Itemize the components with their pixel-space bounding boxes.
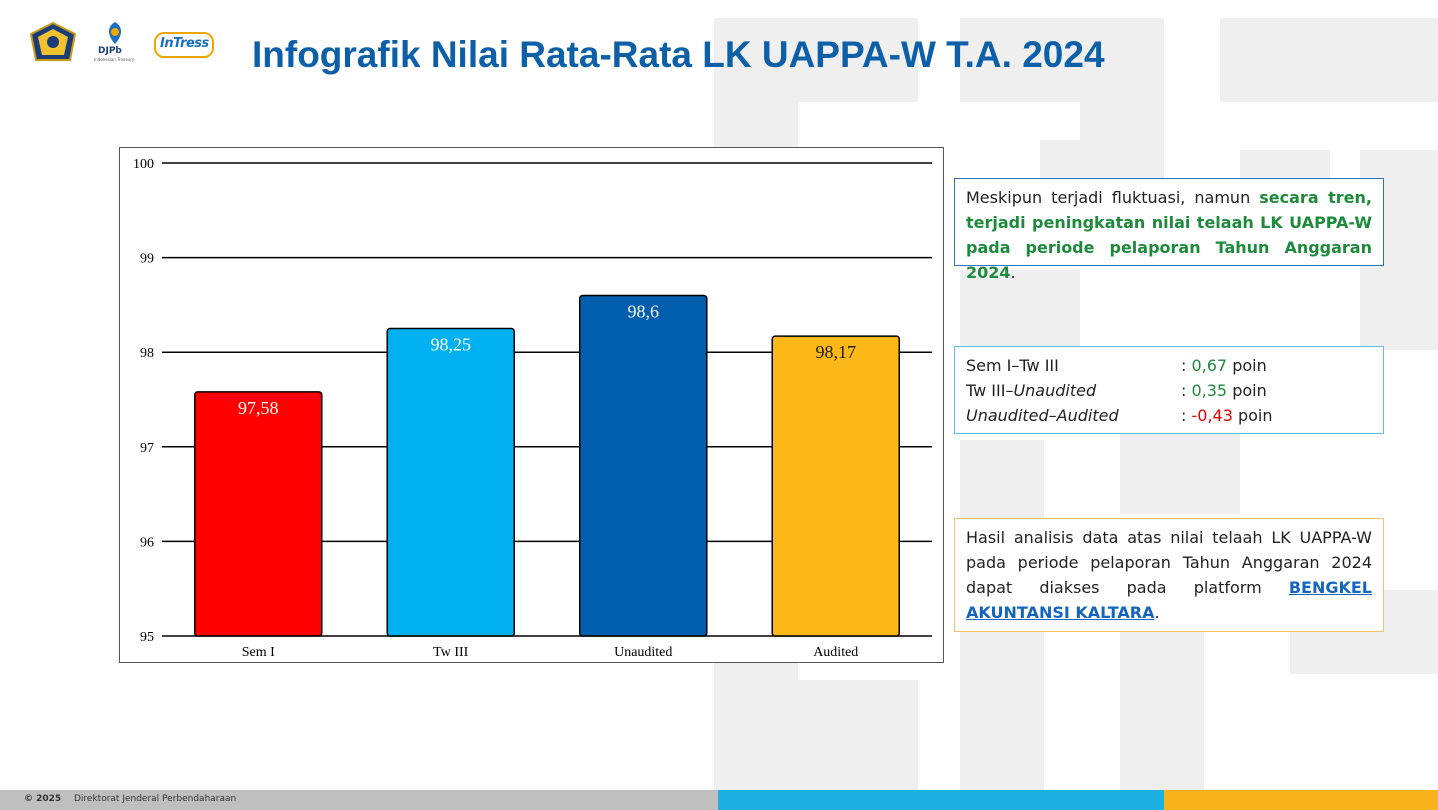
y-tick-label: 98: [140, 346, 154, 361]
y-tick-label: 99: [140, 252, 154, 267]
trend-note-text: Meskipun terjadi fluktuasi, namun: [966, 188, 1260, 207]
bar-data-label: 98,17: [816, 342, 857, 362]
y-tick-label: 100: [133, 157, 154, 172]
x-tick-label: Audited: [813, 645, 858, 660]
bengkel-akuntansi-link[interactable]: BENGKEL AKUNTANSI KALTARA: [966, 578, 1372, 622]
page-title: Infografik Nilai Rata-Rata LK UAPPA-W T.…: [252, 34, 1105, 75]
djpb-logo: DJPb Indonesian Treasury: [92, 20, 138, 66]
bar-data-label: 97,58: [238, 398, 279, 418]
x-tick-label: Unaudited: [614, 645, 672, 660]
bar: [578, 294, 708, 637]
difference-label: Tw III–Unaudited: [966, 381, 1097, 400]
bar-chart-svg: 100 99 98 97 96 95 97,58 Sem I 98,25 Tw III 98,6 Un…: [133, 157, 932, 660]
y-tick-label: 97: [140, 441, 154, 456]
difference-value: : 0,67 poin: [1181, 356, 1267, 375]
intress-logo: InTress: [154, 32, 214, 58]
bar-data-label: 98,25: [431, 335, 472, 355]
bar: [193, 391, 323, 637]
difference-label: Sem I–Tw III: [966, 356, 1059, 375]
trend-note-end: .: [1010, 263, 1016, 282]
footer-organization: Direktorat Jenderal Perbendaharaan: [74, 794, 237, 804]
difference-number: 0,67: [1191, 356, 1228, 375]
djpb-logo-subtext: Indonesian Treasury: [94, 57, 135, 62]
x-tick-label: Tw III: [433, 645, 469, 660]
kemenkeu-logo: [29, 21, 77, 64]
footer-bar-cyan: [718, 790, 1164, 810]
y-tick-label: 96: [140, 535, 154, 550]
difference-row: Unaudited–Audited : -0,43 poin: [966, 403, 1372, 428]
footer: © 2025 Direktorat Jenderal Perbendaharaa…: [0, 790, 1438, 810]
bar: [771, 335, 901, 637]
bar-chart: 100 99 98 97 96 95 97,58 Sem I 98,25 Tw III 98,6 Un…: [119, 147, 944, 663]
difference-row: Tw III–Unaudited : 0,35 poin: [966, 378, 1372, 403]
y-tick-label: 95: [140, 630, 154, 645]
difference-value: : 0,35 poin: [1181, 381, 1267, 400]
trend-note-box: Meskipun terjadi fluktuasi, namun secara…: [954, 178, 1384, 282]
intress-logo-text: InTress: [160, 36, 209, 51]
bar-data-label: 98,6: [628, 301, 660, 321]
difference-number: 0,35: [1191, 381, 1228, 400]
difference-label: Unaudited–Audited: [966, 406, 1119, 425]
difference-number: -0,43: [1191, 406, 1233, 425]
djpb-logo-text: DJPb: [98, 46, 122, 56]
difference-value: : -0,43 poin: [1181, 406, 1273, 425]
footer-bar-amber: [1164, 790, 1438, 810]
bar: [386, 327, 516, 637]
difference-row: Sem I–Tw III : 0,67 poin: [966, 353, 1372, 378]
info-text: Hasil analisis data atas nilai telaah LK…: [966, 528, 1372, 597]
info-box: Hasil analisis data atas nilai telaah LK…: [954, 518, 1384, 632]
difference-box: Sem I–Tw III : 0,67 poin Tw III–Unaudite…: [954, 346, 1384, 434]
footer-copyright: © 2025: [24, 794, 62, 804]
trend-note-highlight: secara tren, terjadi peningkatan nilai t…: [966, 188, 1373, 282]
x-tick-label: Sem I: [242, 645, 275, 660]
footer-bar-gray: [0, 790, 718, 810]
